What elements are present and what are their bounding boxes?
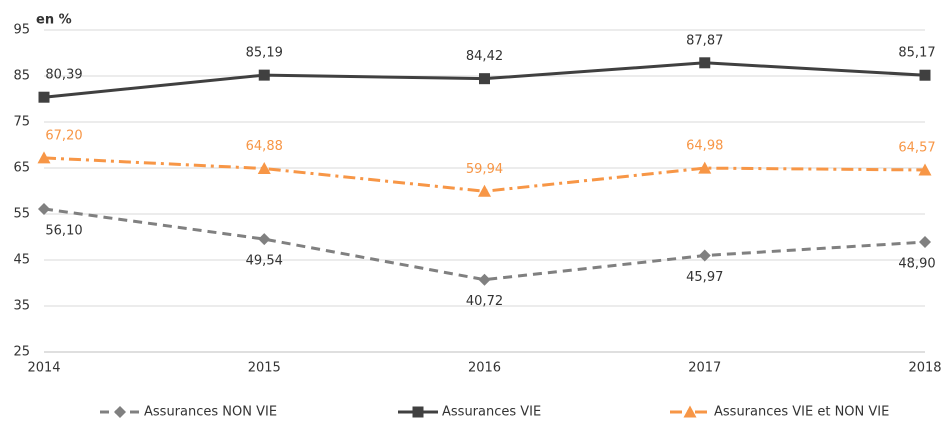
data-label: 59,94 [466, 162, 503, 177]
data-label: 80,39 [45, 68, 82, 83]
x-tick-label: 2016 [468, 361, 501, 376]
legend-label: Assurances VIE et NON VIE [714, 405, 889, 420]
series-line [43, 156, 926, 193]
marker [918, 163, 932, 176]
legend-label: Assurances NON VIE [144, 405, 277, 420]
marker [38, 202, 50, 215]
y-tick-label: 35 [13, 299, 30, 314]
marker [919, 236, 931, 249]
marker [258, 233, 271, 246]
marker [37, 151, 51, 164]
marker [699, 57, 711, 69]
y-tick-label: 95 [13, 23, 30, 38]
x-tick-label: 2014 [27, 361, 60, 376]
data-label: 84,42 [466, 49, 503, 64]
data-label: 45,97 [686, 270, 723, 285]
data-label: 56,10 [45, 223, 82, 238]
marker [919, 69, 931, 81]
series-line [43, 207, 926, 282]
data-label: 85,17 [898, 46, 935, 61]
marker [478, 273, 491, 286]
marker [258, 69, 270, 81]
y-tick-label: 25 [13, 345, 30, 360]
data-label: 85,19 [246, 46, 283, 61]
x-tick-label: 2017 [688, 361, 721, 376]
marker [479, 73, 490, 85]
data-label: 49,54 [246, 254, 283, 269]
x-tick-label: 2015 [248, 361, 281, 376]
y-tick-label: 75 [13, 115, 30, 130]
data-label: 87,87 [686, 33, 723, 48]
y-tick-label: 45 [13, 253, 30, 268]
marker [38, 91, 50, 103]
y-tick-label: 65 [13, 161, 30, 176]
marker [698, 249, 711, 262]
y-tick-label: 85 [13, 69, 30, 84]
data-label: 48,90 [898, 257, 935, 272]
data-label: 64,57 [898, 140, 935, 155]
data-label: 40,72 [466, 294, 503, 309]
y-axis-label: en % [36, 13, 72, 28]
legend-label: Assurances VIE [442, 405, 541, 420]
data-label: 64,98 [686, 139, 723, 154]
marker [698, 161, 712, 174]
data-label: 64,88 [246, 139, 283, 154]
x-tick-label: 2018 [908, 361, 941, 376]
data-label: 67,20 [45, 128, 82, 143]
legend-marker [683, 405, 697, 418]
y-tick-label: 55 [13, 207, 30, 222]
marker [257, 162, 271, 175]
legend-marker [114, 406, 126, 418]
marker [478, 184, 491, 197]
legend-marker [412, 406, 424, 418]
